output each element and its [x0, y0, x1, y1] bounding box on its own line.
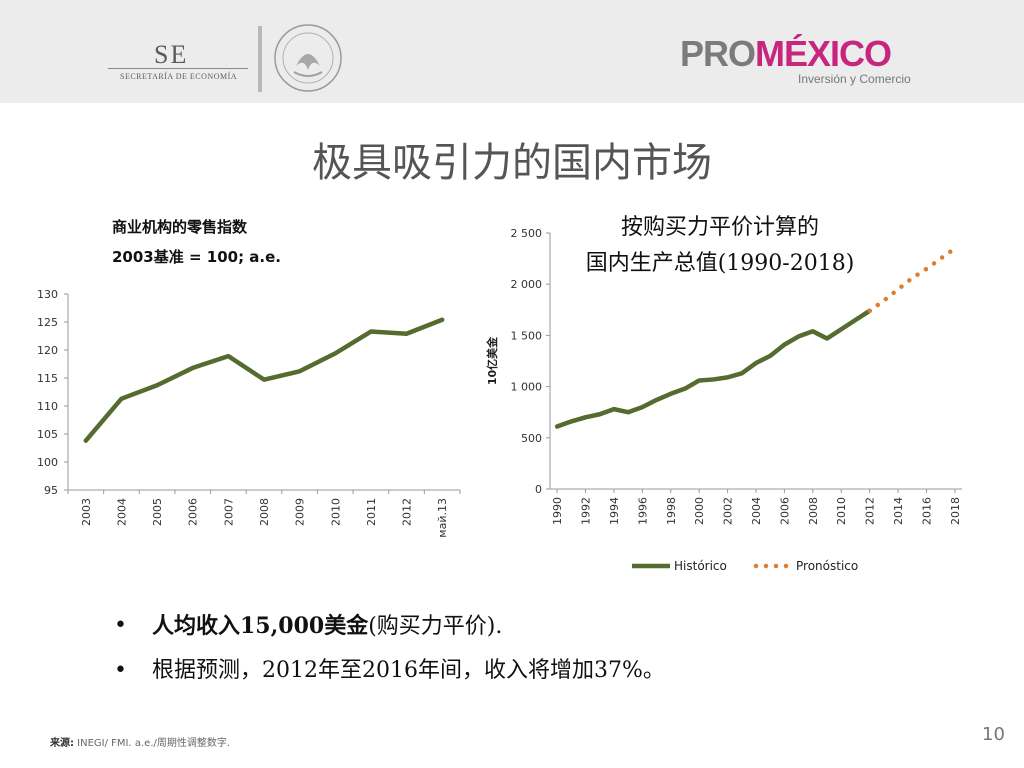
bullet-dot: •	[114, 658, 127, 683]
x-tick-label: 2011	[365, 498, 378, 526]
y-tick-label: 130	[37, 288, 58, 301]
promexico-logo: PROMÉXICO Inversión y Comercio	[680, 34, 920, 94]
bullet-list: • 人均收入15,000美金(购买力平价). • 根据预测，2012年至2016…	[110, 604, 665, 693]
gdp-ppp-chart: 0 500 1 000 1 500 2 000 2 500 1990 1992 1994 1996…	[485, 227, 962, 573]
retail-index-chart: 95 100 105 110 115 120 125 130 2003 2004 2005 2006 2…	[37, 288, 461, 538]
y-tick-label: 0	[535, 483, 542, 496]
x-tick-label: 2000	[693, 497, 706, 525]
se-abbreviation: SE	[154, 40, 189, 69]
x-tick-label: 2012	[401, 498, 414, 526]
national-seal-icon	[274, 24, 342, 92]
y-tick-label: 1 000	[511, 381, 543, 394]
legend-historic-label: Histórico	[674, 559, 727, 573]
x-tick-label: 1990	[551, 497, 564, 525]
x-tick-label: 2003	[80, 498, 93, 526]
promexico-wordmark: PROMÉXICO	[680, 33, 892, 74]
x-tick-label: 2005	[151, 498, 164, 526]
x-tick-label: 2012	[864, 497, 877, 525]
x-tick-label: 1994	[608, 497, 621, 525]
slide-title: 极具吸引力的国内市场	[312, 140, 712, 186]
gdp-chart-title: 按购买力平价计算的 国内生产总值(1990-2018)	[540, 210, 900, 282]
retail-index-line	[83, 317, 445, 443]
x-tick-label: 2004	[115, 498, 128, 526]
historic-series-line	[554, 308, 872, 429]
y-tick-label: 110	[37, 400, 58, 413]
x-tick-label: 2008	[807, 497, 820, 525]
x-tick-label: 1998	[665, 497, 678, 525]
bullet-forecast-rest: 2012年至2016年间，收入将增加37%。	[262, 658, 665, 683]
y-tick-label: 115	[37, 372, 58, 385]
y-tick-label: 125	[37, 316, 58, 329]
x-tick-label: 2002	[722, 497, 735, 525]
bullet-forecast: • 根据预测，2012年至2016年间，收入将增加37%。	[110, 649, 665, 693]
y-tick-label: 2 500	[511, 227, 543, 240]
y-tick-label: 2 000	[511, 278, 543, 291]
forecast-series-line	[867, 246, 958, 314]
x-tick-label: 2009	[294, 498, 307, 526]
x-tick-label: май.13	[436, 498, 449, 538]
x-tick-label: 2018	[949, 497, 962, 525]
x-tick-label: 2008	[258, 498, 271, 526]
source-label: 来源:	[50, 738, 74, 749]
bullet-dot: •	[114, 613, 127, 638]
y-tick-label: 95	[44, 484, 58, 497]
left-chart-title-line1: 商业机构的零售指数	[112, 218, 248, 236]
y-tick-label: 120	[37, 344, 58, 357]
source-note: 来源: INEGI/ FMI. a.e./周期性调整数字.	[50, 734, 230, 749]
gdp-chart-title-line1: 按购买力平价计算的	[620, 215, 819, 240]
legend-forecast-label: Pronóstico	[796, 559, 858, 573]
x-tick-label: 1992	[580, 497, 593, 525]
x-tick-label: 2016	[920, 497, 933, 525]
secretaria-economia-logo: SE SECRETARÍA DE ECONOMÍA	[108, 30, 248, 90]
header-band: SE SECRETARÍA DE ECONOMÍA PROMÉXICO Inve…	[0, 0, 1024, 103]
x-tick-label: 2010	[329, 498, 342, 526]
y-axis-label: 10亿美金	[485, 336, 499, 385]
x-tick-label: 2007	[222, 498, 235, 526]
se-rule	[108, 68, 248, 69]
source-text: INEGI/ FMI. a.e./周期性调整数字.	[74, 738, 231, 749]
y-tick-label: 500	[521, 432, 542, 445]
x-tick-label: 2006	[187, 498, 200, 526]
y-tick-label: 1 500	[511, 329, 543, 342]
page-number: 10	[982, 724, 1005, 745]
logo-divider	[258, 26, 262, 92]
bullet-forecast-lead: 根据预测，	[152, 658, 263, 683]
promexico-mexico: MÉXICO	[755, 33, 892, 74]
promexico-pro: PRO	[680, 33, 756, 74]
x-tick-label: 2014	[892, 497, 905, 525]
bullet-income-rest: (购买力平价).	[368, 614, 503, 639]
left-chart-title-line2: 2003基准 = 100; a.e.	[112, 248, 281, 266]
y-tick-label: 105	[37, 428, 58, 441]
bullet-income: • 人均收入15,000美金(购买力平价).	[110, 604, 665, 649]
promexico-tagline: Inversión y Comercio	[798, 72, 911, 86]
y-tick-label: 100	[37, 456, 58, 469]
x-tick-label: 2010	[835, 497, 848, 525]
x-tick-label: 2004	[750, 497, 763, 525]
gdp-chart-title-line2: 国内生产总值(1990-2018)	[585, 251, 855, 276]
x-tick-label: 2006	[778, 497, 791, 525]
x-tick-label: 1996	[636, 497, 649, 525]
se-name: SECRETARÍA DE ECONOMÍA	[120, 72, 238, 81]
bullet-income-bold: 人均收入15,000美金	[152, 613, 369, 639]
